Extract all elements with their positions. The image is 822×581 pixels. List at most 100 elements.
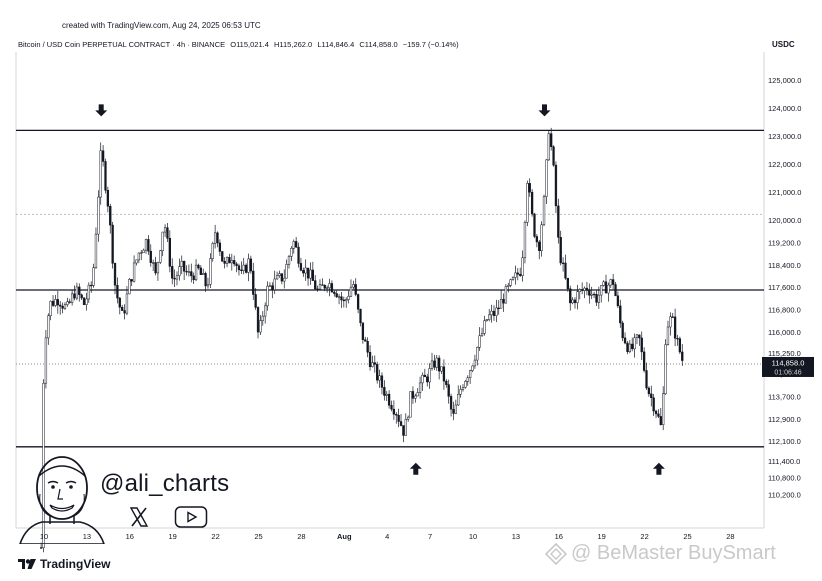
candle-body [106, 190, 110, 207]
candle-body [659, 416, 662, 425]
author-handle[interactable]: @ali_charts [100, 470, 230, 497]
candle-body [538, 241, 541, 252]
candle-body [550, 133, 553, 147]
x-tick-label: 19 [169, 532, 177, 541]
candle-body [428, 368, 431, 383]
candle-body [271, 285, 274, 291]
change-value: −159.7 (−0.14%) [402, 40, 459, 49]
candle-body [142, 249, 145, 253]
arrow-down-icon [95, 104, 108, 117]
candle-body [316, 288, 319, 290]
y-tick-label: 110,800.0 [768, 474, 801, 483]
candle-body [216, 232, 219, 244]
candle-body [113, 263, 117, 286]
tradingview-brand[interactable]: TradingView [18, 557, 110, 571]
candle-body [397, 414, 400, 422]
x-tick-label: 25 [254, 532, 262, 541]
y-tick-label: 116,000.0 [768, 328, 801, 337]
candle-body [94, 233, 98, 268]
candle-body [423, 374, 427, 378]
candle-body [199, 267, 202, 275]
candle-body [147, 239, 150, 252]
y-tick-label: 112,900.0 [768, 415, 801, 424]
candle-body [218, 242, 222, 252]
candle-body [330, 283, 334, 293]
candle-body [442, 366, 446, 382]
candle-body [654, 410, 658, 415]
candle-body [378, 375, 381, 381]
brand-name: TradingView [40, 557, 111, 571]
created-note: created with TradingView.com, Aug 24, 20… [62, 21, 261, 30]
candle-body [673, 316, 677, 339]
watermark: @ BeMaster BuySmart [545, 542, 776, 565]
y-tick-label: 113,700.0 [768, 392, 801, 401]
candle-body [125, 293, 129, 314]
y-tick-label: 119,200.0 [768, 238, 801, 247]
candle-body [118, 297, 121, 308]
x-icon[interactable] [128, 506, 150, 528]
y-tick-label: 110,200.0 [768, 490, 801, 499]
symbol-title: Bitcoin / USD Coin PERPETUAL CONTRACT · … [18, 40, 226, 49]
price-tag-countdown: 01:06:46 [774, 369, 801, 376]
candle-body [392, 408, 396, 415]
candle-body [352, 284, 355, 288]
candle-body [383, 387, 386, 396]
candle-body [581, 289, 584, 291]
candle-body [449, 396, 453, 410]
candle-body [156, 262, 160, 274]
candle-body [499, 299, 503, 309]
candle-body [314, 280, 317, 290]
candle-body [471, 365, 474, 371]
candle-body [295, 241, 298, 248]
y-tick-label: 117,600.0 [768, 283, 801, 292]
candle-body [521, 257, 524, 276]
candle-body [585, 287, 589, 291]
candle-body [249, 258, 253, 272]
candle-body [540, 224, 543, 252]
candle-body [626, 342, 629, 352]
candle-body [399, 421, 403, 426]
candle-body [233, 260, 236, 265]
candle-body [285, 264, 288, 279]
candle-body [225, 257, 229, 264]
candle-body [573, 299, 577, 304]
candle-body [676, 338, 679, 340]
candle-body [80, 294, 83, 299]
candle-body [297, 246, 300, 264]
y-tick-label: 115,250.0 [768, 349, 801, 358]
candle-body [325, 287, 329, 289]
candle-body [492, 310, 496, 316]
candle-body [97, 196, 100, 235]
candle-body [628, 343, 631, 352]
x-tick-label: Aug [337, 532, 352, 541]
candle-body [123, 310, 126, 314]
candle-body [290, 248, 293, 257]
candle-body [678, 338, 682, 353]
candle-body [588, 290, 591, 296]
candle-body [264, 305, 267, 317]
candle-body [92, 267, 95, 286]
x-tick-label: 10 [469, 532, 477, 541]
price-tag [762, 356, 814, 377]
candle-body [447, 384, 450, 397]
candle-body [371, 362, 374, 368]
candle-body [516, 272, 519, 275]
watermark-text: @ BeMaster BuySmart [571, 542, 776, 564]
candle-body [631, 343, 634, 350]
youtube-icon[interactable] [174, 505, 208, 529]
candle-body [173, 277, 176, 280]
candle-body [662, 393, 665, 425]
candle-body [414, 395, 417, 399]
candle-body [635, 334, 639, 339]
candle-body [416, 392, 419, 397]
arrow-down-icon [538, 104, 551, 117]
candle-body [104, 161, 107, 191]
candle-body [619, 305, 622, 324]
candle-body [111, 224, 114, 264]
candle-body [132, 262, 136, 282]
candle-body [39, 547, 43, 549]
candle-body [109, 206, 112, 226]
candle-body [273, 278, 276, 291]
candle-body [483, 320, 486, 334]
